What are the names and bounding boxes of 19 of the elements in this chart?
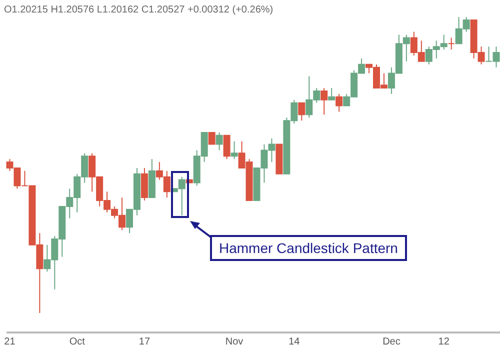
candlestick bbox=[298, 102, 306, 122]
candlestick bbox=[216, 132, 223, 151]
x-tick-label: 21 bbox=[4, 336, 16, 348]
chart-title: O1.20215 H1.20576 L1.20162 C1.20527 +0.00312 (+0.26%) bbox=[4, 4, 274, 16]
x-tick-label: 12 bbox=[438, 336, 450, 348]
candlestick bbox=[230, 140, 238, 160]
x-tick-label: Oct bbox=[69, 336, 86, 348]
candlestick bbox=[223, 134, 230, 160]
x-tick-label: 14 bbox=[288, 336, 300, 348]
candlestick bbox=[208, 132, 216, 145]
candlestick bbox=[328, 88, 336, 100]
candlestick bbox=[336, 93, 343, 112]
annotation: Hammer Candlestick Pattern bbox=[210, 235, 407, 261]
x-tick-label: 17 bbox=[138, 336, 150, 348]
x-tick-label: Dec bbox=[382, 336, 400, 348]
candlestick bbox=[448, 37, 455, 50]
candlestick bbox=[320, 88, 328, 116]
x-tick-label: Nov bbox=[225, 336, 244, 348]
candlestick bbox=[140, 167, 148, 202]
